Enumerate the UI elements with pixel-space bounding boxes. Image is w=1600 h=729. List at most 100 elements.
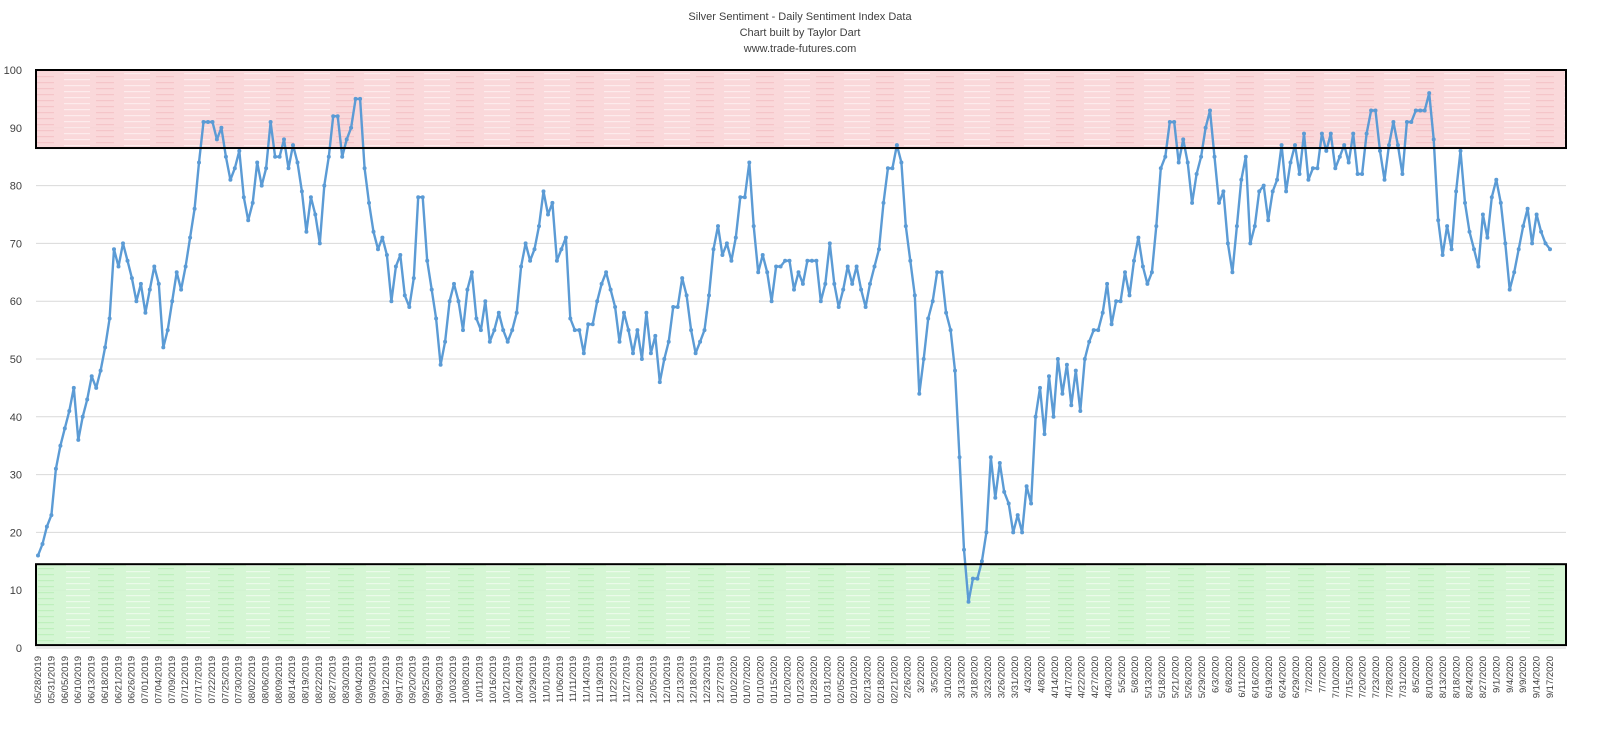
data-point [1530, 241, 1535, 246]
data-point [295, 160, 300, 165]
data-point [917, 391, 922, 396]
data-point [71, 385, 76, 390]
data-point [970, 576, 975, 581]
data-point [1266, 218, 1271, 223]
data-point [908, 258, 913, 263]
data-point [223, 154, 228, 159]
x-tick-label: 06/18/2019 [100, 656, 111, 704]
data-point [1248, 241, 1253, 246]
x-tick-label: 9/1/2020 [1491, 656, 1502, 693]
data-point [1310, 166, 1315, 171]
data-point [1507, 287, 1512, 292]
data-point [639, 357, 644, 361]
data-point [944, 310, 949, 315]
data-point [979, 559, 984, 564]
x-tick-label: 5/21/2020 [1170, 656, 1181, 698]
data-point [948, 328, 953, 333]
x-tick-label: 01/02/2020 [729, 656, 740, 704]
x-tick-label: 8/10/2020 [1425, 656, 1436, 698]
data-point [1078, 409, 1083, 413]
data-point [156, 281, 161, 286]
data-point [1534, 212, 1539, 217]
data-point [1225, 241, 1230, 246]
data-point [1494, 177, 1499, 182]
x-tick-label: 4/27/2020 [1090, 656, 1101, 698]
x-tick-label: 01/23/2020 [796, 656, 807, 704]
data-point [461, 328, 465, 333]
data-point [492, 328, 497, 333]
data-point [993, 495, 998, 500]
x-tick-label: 12/27/2019 [715, 656, 726, 704]
data-point [939, 270, 944, 275]
data-point [1105, 281, 1110, 286]
data-point [689, 328, 694, 333]
data-point [872, 264, 877, 269]
x-tick-label: 7/15/2020 [1344, 656, 1355, 698]
data-point [890, 166, 895, 171]
data-point [1069, 403, 1074, 408]
data-point [1132, 258, 1136, 263]
data-point [622, 310, 626, 315]
data-point [174, 270, 179, 275]
x-tick-label: 10/29/2019 [528, 656, 539, 704]
data-point [1118, 299, 1123, 304]
x-tick-label: 09/04/2019 [354, 656, 365, 704]
data-point [170, 299, 175, 304]
x-tick-label: 05/31/2019 [46, 656, 57, 704]
data-point [1140, 264, 1145, 269]
data-point [1440, 253, 1445, 257]
chart-title: Silver Sentiment - Daily Sentiment Index… [688, 11, 912, 23]
data-point [416, 195, 421, 200]
data-point [586, 322, 591, 327]
data-point [376, 247, 380, 252]
data-point [505, 339, 510, 344]
x-tick-label: 8/13/2020 [1438, 656, 1449, 698]
data-point [1261, 183, 1266, 188]
data-point [930, 299, 935, 304]
y-tick-label: 0 [16, 643, 22, 655]
data-point [510, 328, 515, 333]
data-point [241, 195, 246, 200]
x-tick-label: 3/5/2020 [929, 656, 940, 693]
data-point [783, 258, 788, 263]
data-point [729, 258, 734, 263]
data-point [1480, 212, 1485, 217]
data-point [286, 166, 291, 171]
data-point [912, 293, 917, 298]
data-point [1257, 189, 1262, 194]
x-tick-label: 12/10/2019 [662, 656, 673, 704]
x-tick-label: 06/13/2019 [87, 656, 98, 704]
x-tick-label: 12/23/2019 [702, 656, 713, 704]
data-point [1467, 229, 1472, 234]
data-point [1060, 391, 1065, 396]
data-point [1489, 195, 1494, 200]
data-point [465, 287, 470, 292]
data-point [322, 183, 327, 188]
x-tick-label: 8/18/2020 [1451, 656, 1462, 698]
data-point [501, 328, 506, 333]
data-point [1190, 200, 1195, 205]
data-point [80, 414, 85, 419]
data-point [1395, 143, 1400, 148]
x-tick-label: 05/28/2019 [33, 656, 44, 704]
x-tick-label: 9/17/2020 [1545, 656, 1556, 698]
data-point [1176, 160, 1181, 165]
data-point [935, 270, 940, 275]
data-point [1400, 172, 1405, 176]
data-point [809, 258, 814, 263]
x-tick-label: 5/29/2020 [1197, 656, 1208, 698]
data-point [1123, 270, 1127, 275]
x-tick-label: 5/26/2020 [1184, 656, 1195, 698]
x-tick-label: 09/20/2019 [408, 656, 419, 704]
data-point [1055, 357, 1060, 361]
x-tick-label: 6/3/2020 [1210, 656, 1221, 693]
data-point [1373, 108, 1378, 113]
data-point [1047, 374, 1051, 379]
data-point [988, 455, 993, 460]
data-point [371, 229, 376, 234]
x-tick-label: 09/12/2019 [381, 656, 392, 704]
x-tick-label: 10/24/2019 [515, 656, 526, 704]
data-point [608, 287, 613, 292]
data-point [984, 530, 989, 535]
